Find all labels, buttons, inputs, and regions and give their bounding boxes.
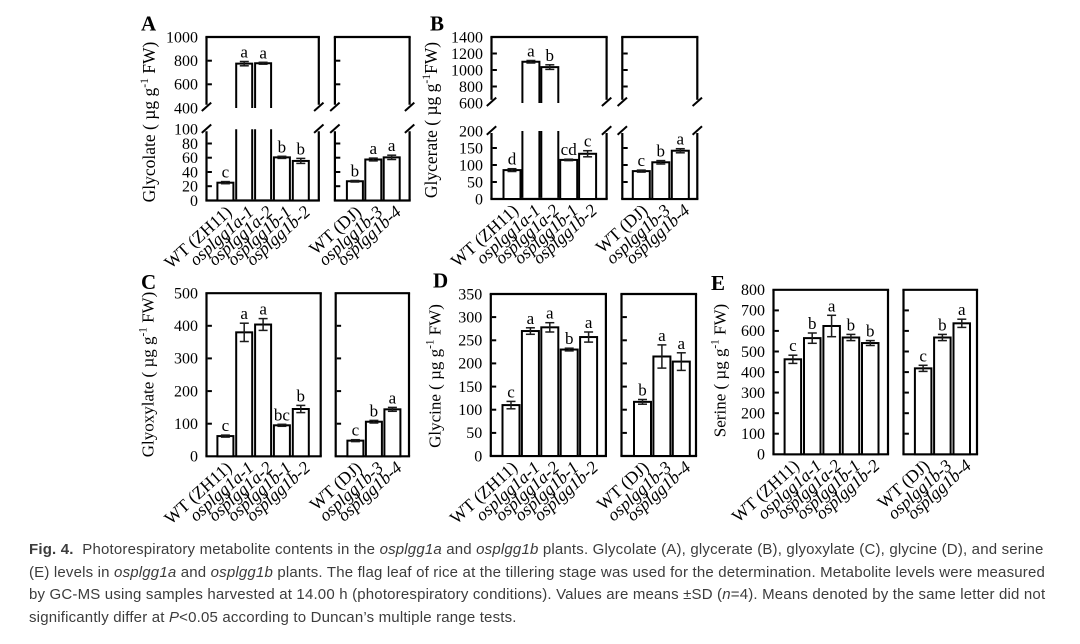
svg-text:1200: 1200 xyxy=(451,46,483,63)
svg-text:50: 50 xyxy=(467,174,483,191)
svg-text:a: a xyxy=(388,136,396,155)
svg-text:a: a xyxy=(240,304,248,323)
svg-text:c: c xyxy=(584,132,592,151)
svg-text:B: B xyxy=(430,12,444,36)
svg-text:150: 150 xyxy=(459,140,483,157)
svg-text:b: b xyxy=(638,381,647,400)
svg-text:200: 200 xyxy=(459,123,483,140)
svg-text:200: 200 xyxy=(174,383,198,400)
svg-text:500: 500 xyxy=(741,344,765,361)
svg-text:a: a xyxy=(240,43,248,62)
svg-text:a: a xyxy=(527,309,535,328)
svg-text:c: c xyxy=(789,336,797,355)
svg-text:40: 40 xyxy=(182,164,198,181)
svg-text:A: A xyxy=(141,12,157,36)
svg-text:100: 100 xyxy=(174,122,198,139)
svg-text:b: b xyxy=(278,137,287,156)
svg-text:600: 600 xyxy=(459,95,483,112)
svg-text:a: a xyxy=(389,388,397,407)
svg-text:800: 800 xyxy=(741,282,765,299)
svg-text:0: 0 xyxy=(475,191,483,208)
svg-text:b: b xyxy=(546,46,555,65)
svg-text:a: a xyxy=(828,296,836,315)
svg-text:Glycine ( µg g-1 FW): Glycine ( µg g-1 FW) xyxy=(425,304,445,448)
svg-text:20: 20 xyxy=(182,179,198,196)
svg-text:0: 0 xyxy=(757,447,765,464)
svg-text:c: c xyxy=(222,416,230,435)
svg-text:1000: 1000 xyxy=(451,62,483,79)
svg-text:a: a xyxy=(677,130,685,149)
svg-text:b: b xyxy=(808,314,817,333)
svg-text:1000: 1000 xyxy=(166,29,198,46)
svg-text:0: 0 xyxy=(474,448,482,465)
svg-text:b: b xyxy=(370,401,379,420)
svg-text:D: D xyxy=(433,269,448,293)
svg-text:a: a xyxy=(658,326,666,345)
svg-text:a: a xyxy=(527,42,535,61)
svg-text:0: 0 xyxy=(190,449,198,466)
svg-text:50: 50 xyxy=(466,425,482,442)
svg-text:a: a xyxy=(259,300,267,319)
svg-text:Glycolate ( µg g-1 FW): Glycolate ( µg g-1 FW) xyxy=(138,41,159,202)
svg-text:a: a xyxy=(678,334,686,353)
svg-text:100: 100 xyxy=(458,402,482,419)
svg-text:800: 800 xyxy=(459,79,483,96)
svg-text:100: 100 xyxy=(174,416,198,433)
svg-text:c: c xyxy=(638,151,646,170)
svg-text:c: c xyxy=(352,421,360,440)
svg-text:80: 80 xyxy=(182,136,198,153)
svg-text:500: 500 xyxy=(174,286,198,303)
svg-text:250: 250 xyxy=(458,333,482,350)
svg-text:600: 600 xyxy=(741,323,765,340)
svg-text:700: 700 xyxy=(741,303,765,320)
svg-text:a: a xyxy=(259,43,267,62)
svg-text:C: C xyxy=(141,270,156,294)
svg-text:400: 400 xyxy=(741,364,765,381)
svg-text:b: b xyxy=(351,162,360,181)
svg-text:300: 300 xyxy=(174,351,198,368)
svg-text:Glycerate ( µg g-1FW): Glycerate ( µg g-1FW) xyxy=(420,42,441,198)
svg-text:c: c xyxy=(222,163,230,182)
svg-text:150: 150 xyxy=(458,379,482,396)
svg-text:Glyoxylate ( µg g-1 FW): Glyoxylate ( µg g-1 FW) xyxy=(138,292,158,458)
svg-text:d: d xyxy=(508,150,517,169)
svg-text:b: b xyxy=(297,139,306,158)
svg-text:200: 200 xyxy=(741,406,765,423)
svg-text:a: a xyxy=(546,304,554,323)
svg-text:b: b xyxy=(297,386,306,405)
svg-text:b: b xyxy=(657,142,666,161)
svg-text:800: 800 xyxy=(174,53,198,70)
svg-text:c: c xyxy=(507,382,515,401)
svg-text:b: b xyxy=(565,329,574,348)
svg-text:c: c xyxy=(919,346,927,365)
svg-text:300: 300 xyxy=(458,309,482,326)
svg-text:0: 0 xyxy=(190,193,198,210)
svg-text:600: 600 xyxy=(174,77,198,94)
svg-text:b: b xyxy=(866,322,875,341)
svg-text:a: a xyxy=(958,300,966,319)
svg-text:a: a xyxy=(370,139,378,158)
svg-text:200: 200 xyxy=(458,356,482,373)
svg-text:cd: cd xyxy=(561,140,578,159)
svg-text:bc: bc xyxy=(274,405,291,424)
svg-text:b: b xyxy=(847,315,856,334)
svg-text:1400: 1400 xyxy=(451,29,483,46)
svg-text:60: 60 xyxy=(182,150,198,167)
svg-text:100: 100 xyxy=(459,157,483,174)
svg-text:b: b xyxy=(938,315,947,334)
svg-text:300: 300 xyxy=(741,385,765,402)
svg-text:400: 400 xyxy=(174,100,198,117)
svg-text:a: a xyxy=(585,313,593,332)
svg-text:E: E xyxy=(711,271,725,295)
svg-text:100: 100 xyxy=(741,426,765,443)
svg-text:350: 350 xyxy=(458,286,482,303)
svg-text:400: 400 xyxy=(174,318,198,335)
svg-text:Serine ( µg g-1 FW): Serine ( µg g-1 FW) xyxy=(710,304,730,437)
